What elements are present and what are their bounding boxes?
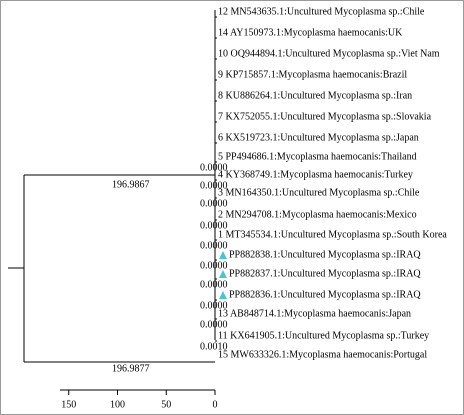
leaf-label: 10 OQ944894.1:Uncultured Mycoplasma sp.:… [218, 48, 440, 59]
leaf-label: 9 KP715857.1:Mycoplasma haemocanis:Brazi… [218, 69, 407, 80]
scale-tick-label: 150 [61, 399, 76, 410]
leaf-label: 14 AY150973.1:Mycoplasma haemocanis:UK [218, 27, 403, 38]
internal-branch-label: 196.9877 [112, 363, 150, 374]
leaf-label: 2 MN294708.1:Mycoplasma haemocanis:Mexic… [218, 209, 417, 220]
leaf-label: PP882836.1:Uncultured Mycoplasma sp.:IRA… [229, 289, 421, 300]
leaf-label: 8 KU886264.1:Uncultured Mycoplasma sp.:I… [218, 90, 412, 101]
leaf-label: PP882838.1:Uncultured Mycoplasma sp.:IRA… [229, 249, 421, 260]
scale-tick-label: 100 [110, 399, 125, 410]
highlight-marker [219, 291, 227, 299]
branch-length: 0.0000 [200, 300, 228, 311]
leaf-label: 15 MW633326.1:Mycoplasma haemocanis:Port… [218, 349, 427, 360]
leaf-label: 7 KX752055.1:Uncultured Mycoplasma sp.:S… [218, 111, 432, 122]
leaf-label: 1 MT345534.1:Uncultured Mycoplasma sp.:S… [218, 229, 447, 240]
leaf-label: 4 KY368749.1:Mycoplasma haemocanis:Turke… [218, 169, 413, 180]
branch-length: 0.0010 [200, 341, 228, 352]
branch-length: 0.0000 [200, 198, 228, 209]
leaf-label: 3 MN164350.1:Uncultured Mycoplasma sp.:C… [218, 187, 420, 198]
leaf-label: PP882837.1:Uncultured Mycoplasma sp.:IRA… [229, 268, 421, 279]
branch-length: 0.0000 [200, 240, 228, 251]
branch-length: 0.0000 [200, 180, 228, 191]
leaf-label: 13 AB848714.1:Mycoplasma haemocanis:Japa… [218, 308, 411, 319]
leaf-label: 11 KX641905.1:Uncultured Mycoplasma sp.:… [218, 330, 429, 341]
internal-branch-label: 196.9867 [112, 179, 150, 190]
branch-length: 0.0000 [200, 260, 228, 271]
leaf-label: 12 MN543635.1:Uncultured Mycoplasma sp.:… [218, 6, 425, 17]
branch-length: 0.0000 [200, 319, 228, 330]
scale-tick-label: 50 [161, 399, 171, 410]
scale-tick-label: 0 [213, 399, 218, 410]
highlight-marker [219, 251, 227, 259]
branch-length: 0.0000 [200, 279, 228, 290]
leaf-label: 6 KX519723.1:Uncultured Mycoplasma sp.:J… [218, 132, 419, 143]
branch-length: 0.0000 [200, 220, 228, 231]
highlight-marker [219, 270, 227, 278]
leaf-label: 5 PP494686.1:Mycoplasma haemocanis:Thail… [218, 151, 417, 162]
branch-length: 0.0000 [200, 162, 228, 173]
